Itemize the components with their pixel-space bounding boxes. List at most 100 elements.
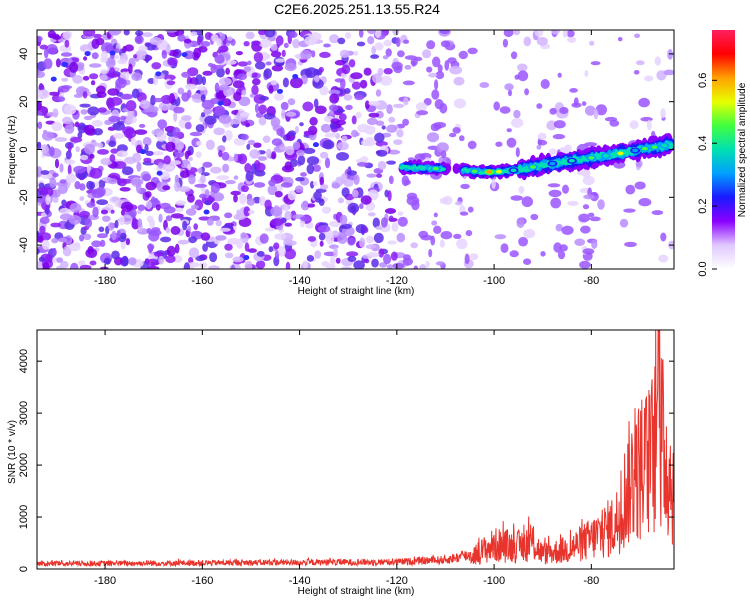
heatmap-cell	[340, 173, 348, 184]
heatmap-cell	[253, 182, 266, 188]
heatmap-cell	[202, 70, 213, 76]
heatmap-cell	[125, 238, 131, 246]
heatmap-cell	[328, 104, 339, 112]
heatmap-cell	[46, 44, 58, 55]
heatmap-cell	[196, 140, 202, 146]
heatmap-cell	[203, 209, 210, 215]
heatmap-cell	[52, 35, 62, 40]
heatmap-cell	[74, 181, 81, 190]
heatmap-cell	[509, 250, 519, 258]
heatmap-cell	[312, 142, 319, 148]
heatmap-cell	[584, 69, 589, 78]
heatmap-cell	[54, 137, 68, 142]
heatmap-cell	[256, 250, 265, 257]
heatmap-cell	[138, 123, 146, 128]
heatmap-cell	[559, 106, 569, 115]
heatmap-cell	[167, 49, 180, 57]
heatmap-cell	[101, 50, 108, 61]
heatmap-cell	[38, 83, 44, 92]
heatmap-cell	[588, 156, 595, 160]
heatmap-cell	[323, 251, 337, 257]
heatmap-cell	[634, 33, 641, 39]
heatmap-cell	[281, 49, 286, 58]
heatmap-cell	[584, 105, 596, 116]
heatmap-cell	[287, 98, 296, 106]
heatmap-cell	[335, 257, 341, 264]
heatmap-cell	[319, 51, 331, 59]
heatmap-cell	[562, 30, 568, 38]
heatmap-cell	[536, 144, 542, 150]
heatmap-cell	[59, 213, 73, 221]
heatmap-cell	[47, 30, 56, 38]
heatmap-cell	[364, 100, 370, 110]
heatmap-cell	[188, 236, 198, 244]
heatmap-cell	[249, 149, 261, 159]
heatmap-cell	[166, 43, 171, 55]
heatmap-cell	[188, 174, 196, 185]
heatmap-cell	[353, 50, 359, 56]
heatmap-cell	[37, 70, 46, 79]
heatmap-cell	[52, 172, 59, 178]
heatmap-cell	[61, 61, 68, 67]
heatmap-cell	[433, 212, 438, 218]
heatmap-cell	[660, 232, 667, 242]
heatmap-cell	[258, 30, 266, 36]
heatmap-cell	[137, 204, 146, 211]
heatmap-cell	[347, 202, 360, 214]
heatmap-cell	[306, 156, 320, 166]
heatmap-cell	[114, 219, 119, 229]
heatmap-y-tick-label: 40	[18, 48, 30, 60]
heatmap-cell	[92, 206, 99, 218]
heatmap-cell	[302, 200, 309, 208]
heatmap-cell	[153, 251, 165, 257]
heatmap-cell	[145, 191, 152, 198]
heatmap-cell	[150, 106, 159, 113]
heatmap-cell	[37, 121, 43, 130]
heatmap-cell	[151, 227, 161, 233]
heatmap-cell	[111, 250, 120, 260]
heatmap-cell	[177, 87, 185, 95]
heatmap-cell	[344, 32, 352, 39]
heatmap-cell	[495, 141, 503, 147]
heatmap-cell	[324, 157, 331, 169]
heatmap-cell	[247, 60, 252, 66]
heatmap-cell	[214, 82, 220, 93]
snr-y-tick-label: 4000	[18, 349, 30, 373]
heatmap-cell	[52, 196, 59, 203]
heatmap-cell	[567, 200, 579, 206]
heatmap-cell	[465, 230, 473, 237]
heatmap-cell	[300, 49, 312, 60]
heatmap-cell	[411, 166, 414, 172]
heatmap-cell	[582, 175, 595, 186]
heatmap-cell	[640, 116, 653, 122]
heatmap-cell	[153, 197, 159, 205]
heatmap-cell	[197, 85, 207, 91]
heatmap-x-tick-label: -120	[386, 275, 408, 287]
heatmap-cell	[314, 75, 320, 83]
heatmap-cell	[119, 187, 131, 192]
heatmap-cell	[314, 250, 322, 259]
heatmap-cell	[37, 111, 43, 116]
heatmap-cell	[367, 30, 377, 35]
heatmap-cell	[339, 214, 348, 225]
heatmap-cell	[37, 35, 43, 42]
heatmap-cell	[274, 250, 280, 260]
heatmap-cell	[122, 166, 134, 176]
heatmap-cell	[413, 265, 418, 269]
heatmap-cell	[181, 115, 192, 121]
heatmap-cell	[248, 210, 255, 215]
heatmap-cell	[137, 218, 143, 228]
heatmap-cell	[211, 202, 220, 212]
heatmap-cell	[523, 36, 532, 47]
heatmap-cell	[415, 166, 419, 170]
heatmap-cell	[139, 149, 146, 155]
heatmap-cell	[266, 148, 272, 159]
heatmap-cell	[386, 160, 396, 165]
heatmap-cell	[393, 139, 403, 146]
heatmap-cell	[258, 116, 267, 126]
heatmap-cell	[330, 118, 341, 124]
heatmap-cell	[413, 164, 417, 169]
heatmap-cell	[186, 89, 192, 99]
heatmap-cell	[89, 73, 99, 80]
heatmap-cell	[195, 74, 203, 85]
